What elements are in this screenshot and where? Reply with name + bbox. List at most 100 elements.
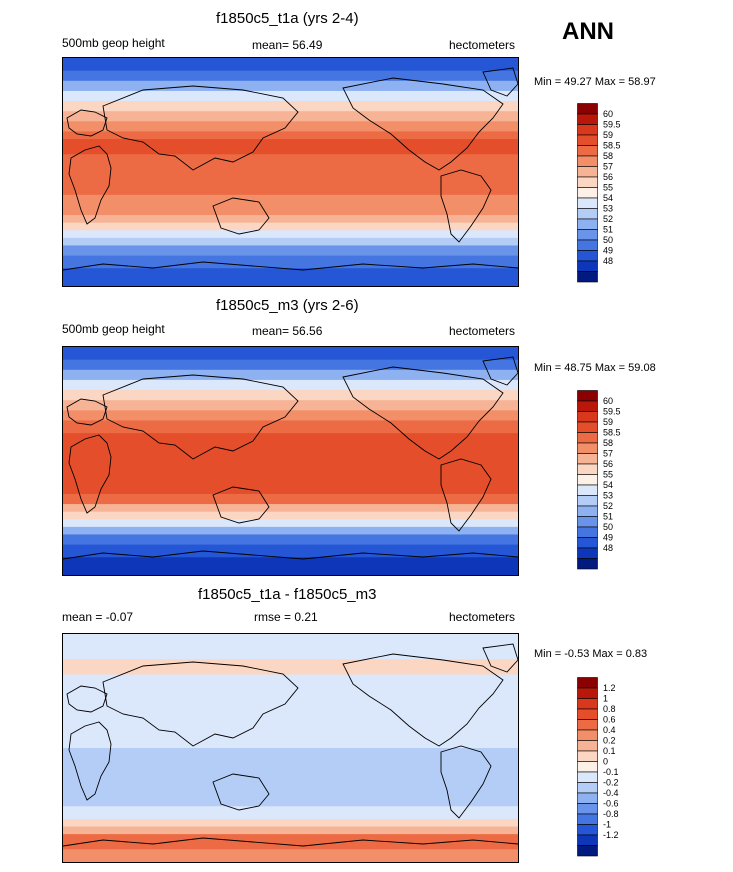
- colorbar-box: [577, 782, 598, 794]
- colorbar-box: [577, 176, 598, 188]
- coastline: [63, 550, 518, 560]
- colorbar-box: [577, 505, 598, 517]
- colorbar-box: [577, 803, 598, 815]
- colorbar-tick-label: 59: [603, 130, 613, 140]
- colorbar-box: [577, 750, 598, 762]
- colorbar-box: [577, 218, 598, 230]
- colorbar-tick-label: -0.4: [603, 788, 619, 798]
- coastline: [68, 145, 112, 225]
- contour-band: [63, 818, 518, 828]
- contour-band: [63, 347, 518, 361]
- contour-band: [63, 268, 518, 286]
- panel-3-title: f1850c5_t1a - f1850c5_m3: [198, 586, 377, 603]
- contour-band: [63, 101, 518, 112]
- colorbar-box: [577, 526, 598, 538]
- colorbar-tick-label: 54: [603, 480, 613, 490]
- contour-band: [63, 634, 518, 660]
- contour-band: [63, 786, 518, 807]
- panel-1-title: f1850c5_t1a (yrs 2-4): [216, 10, 359, 27]
- coastline: [102, 374, 299, 460]
- contour-band: [63, 534, 518, 546]
- colorbar-box: [577, 239, 598, 251]
- colorbar-box: [577, 474, 598, 486]
- contour-band: [63, 154, 518, 196]
- colorbar-tick-label: 53: [603, 491, 613, 501]
- colorbar-box: [577, 145, 598, 157]
- contour-band: [63, 369, 518, 381]
- colorbar-tick-label: 1: [603, 694, 608, 704]
- contour-band: [63, 674, 518, 711]
- colorbar-box: [577, 708, 598, 720]
- colorbar-box: [577, 411, 598, 423]
- colorbar-box: [577, 208, 598, 220]
- colorbar-tick-label: 0.8: [603, 704, 616, 714]
- colorbar-tick-label: 0: [603, 757, 608, 767]
- colorbar-box: [577, 495, 598, 507]
- coastline: [440, 169, 492, 243]
- coastline: [63, 837, 518, 847]
- colorbar-tick-label: -1: [603, 820, 611, 830]
- colorbar-tick-label: 59.5: [603, 120, 621, 130]
- colorbar-tick-label: 52: [603, 214, 613, 224]
- coastline: [66, 685, 108, 713]
- colorbar-box: [577, 845, 598, 857]
- colorbar-box: [577, 113, 598, 125]
- panel-3-map: [62, 633, 519, 863]
- colorbar-tick-label: -0.6: [603, 799, 619, 809]
- contour-band: [63, 519, 518, 528]
- colorbar-tick-label: 49: [603, 246, 613, 256]
- colorbar-box: [577, 134, 598, 146]
- colorbar-tick-label: 57: [603, 449, 613, 459]
- coastline: [102, 661, 299, 747]
- colorbar-tick-label: 56: [603, 172, 613, 182]
- colorbar-box: [577, 400, 598, 412]
- colorbar-box: [577, 271, 598, 283]
- colorbar-box: [577, 729, 598, 741]
- contour-band: [63, 255, 518, 269]
- coastline: [482, 643, 518, 673]
- contour-band: [63, 544, 518, 558]
- contour-band: [63, 433, 518, 495]
- colorbar-box: [577, 547, 598, 559]
- panel-1-minmax: Min = 49.27 Max = 58.97: [534, 76, 656, 88]
- colorbar-box: [577, 260, 598, 272]
- coastline: [482, 67, 518, 97]
- colorbar-box: [577, 698, 598, 710]
- panel-2-map: [62, 346, 519, 576]
- contour-band: [63, 379, 518, 391]
- contour-band: [63, 245, 518, 257]
- panel-3-mean-label: mean = -0.07: [62, 610, 134, 624]
- colorbar-box: [577, 558, 598, 570]
- colorbar-box: [577, 197, 598, 209]
- coastline: [440, 745, 492, 819]
- coastline: [212, 197, 270, 235]
- colorbar-tick-label: -0.2: [603, 778, 619, 788]
- contour-band: [63, 80, 518, 92]
- colorbar-box: [577, 537, 598, 549]
- panel-2-variable-label: 500mb geop height: [62, 322, 165, 336]
- colorbar-box: [577, 421, 598, 433]
- panel-3-map-svg: [63, 634, 518, 862]
- colorbar-box: [577, 187, 598, 199]
- contour-band: [63, 806, 518, 820]
- colorbar-tick-label: 0.1: [603, 746, 616, 756]
- contour-band: [63, 121, 518, 132]
- coastline: [66, 398, 108, 426]
- coastline: [102, 85, 299, 171]
- colorbar-tick-label: 0.4: [603, 725, 616, 735]
- contour-band: [63, 390, 518, 401]
- colorbar-box: [577, 453, 598, 465]
- colorbar-tick-label: 50: [603, 522, 613, 532]
- contour-band: [63, 834, 518, 850]
- coastline: [212, 486, 270, 524]
- colorbar-tick-label: 51: [603, 225, 613, 235]
- coastline: [68, 434, 112, 514]
- contour-band: [63, 526, 518, 535]
- contour-band: [63, 90, 518, 102]
- contour-band: [63, 504, 518, 513]
- contour-band: [63, 410, 518, 421]
- colorbar-box: [577, 834, 598, 846]
- colorbar-box: [577, 250, 598, 262]
- colorbar-box: [577, 103, 598, 115]
- contour-band: [63, 359, 518, 371]
